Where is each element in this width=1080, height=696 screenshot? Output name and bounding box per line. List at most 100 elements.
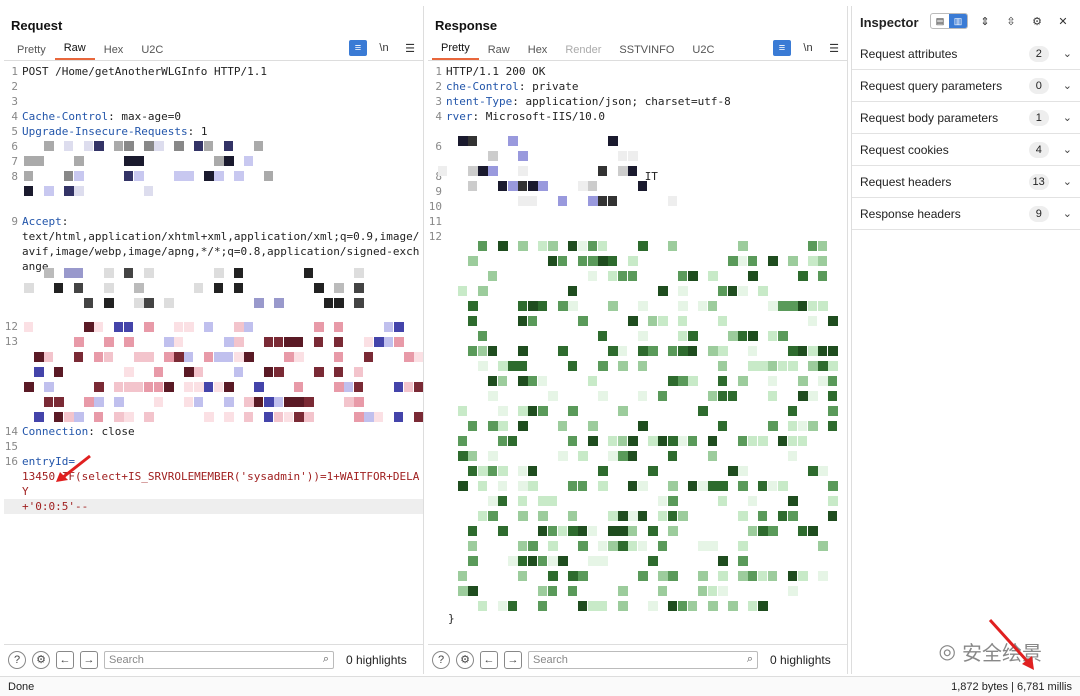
- inspector-row-request-body-parameters[interactable]: Request body parameters 1 ⌄: [852, 102, 1080, 134]
- redaction-pixel: [498, 436, 507, 446]
- request-tab-pretty[interactable]: Pretty: [17, 44, 46, 56]
- redaction-pixel: [748, 331, 758, 341]
- newline-icon[interactable]: \n: [803, 42, 813, 54]
- request-editor[interactable]: 1 POST /Home/getAnotherWLGInfo HTTP/1.1 2 3…: [4, 64, 423, 640]
- redaction-pixel: [64, 268, 74, 278]
- redaction-pixel: [798, 391, 808, 401]
- word-wrap-icon[interactable]: ≡: [773, 40, 791, 56]
- redaction-pixel: [748, 496, 757, 506]
- redaction-pixel: [478, 241, 487, 251]
- redaction-pixel: [578, 241, 587, 251]
- redaction-pixel: [194, 397, 203, 407]
- redaction-pixel: [758, 526, 768, 536]
- response-tab-raw[interactable]: Raw: [487, 44, 510, 56]
- redaction-pixel: [184, 382, 193, 392]
- forward-icon[interactable]: →: [504, 650, 522, 669]
- redaction-pixel: [184, 322, 194, 332]
- redaction-pixel: [334, 298, 344, 308]
- line-content: [22, 79, 423, 94]
- redaction-pixel: [538, 241, 547, 251]
- back-icon[interactable]: ←: [56, 650, 74, 669]
- redaction-pixel: [608, 436, 617, 446]
- redaction-pixel: [828, 481, 838, 491]
- redaction-pixel: [334, 382, 344, 392]
- line-content: [22, 139, 423, 154]
- redaction-pixel: [678, 271, 687, 281]
- request-search-input[interactable]: Search ⌕: [104, 650, 334, 669]
- redaction-pixel: [558, 556, 568, 566]
- redaction-pixel: [588, 376, 597, 386]
- collapse-all-icon[interactable]: ⇳: [1006, 15, 1016, 28]
- redaction-pixel: [528, 196, 537, 206]
- expand-all-icon[interactable]: ⇕: [980, 15, 990, 28]
- request-tab-u2c[interactable]: U2C: [141, 44, 164, 56]
- settings-icon[interactable]: ⚙: [32, 650, 50, 669]
- redaction-pixel: [578, 316, 588, 326]
- redaction-pixel: [468, 421, 477, 431]
- forward-icon[interactable]: →: [80, 650, 98, 669]
- back-icon[interactable]: ←: [480, 650, 498, 669]
- response-line: 2 che-Control: private: [428, 79, 847, 94]
- redaction-pixel: [558, 526, 567, 536]
- redaction-pixel: [164, 337, 174, 347]
- redaction-pixel: [618, 271, 627, 281]
- inspector-row-request-headers[interactable]: Request headers 13 ⌄: [852, 166, 1080, 198]
- request-line: 9 Accept:: [4, 214, 423, 229]
- settings-icon[interactable]: ⚙: [1032, 15, 1042, 28]
- redaction-pixel: [498, 181, 507, 191]
- inspector-row-request-cookies[interactable]: Request cookies 4 ⌄: [852, 134, 1080, 166]
- redaction-pixel: [214, 352, 224, 362]
- response-line: 12: [428, 229, 847, 244]
- redaction-pixel: [224, 337, 234, 347]
- redaction-pixel: [468, 316, 477, 326]
- redaction-pixel: [144, 412, 154, 422]
- redaction-pixel: [708, 586, 717, 596]
- response-tab-u2c[interactable]: U2C: [692, 44, 715, 56]
- redaction-pixel: [718, 361, 727, 371]
- redaction-pixel: [638, 361, 647, 371]
- redaction-pixel: [224, 352, 233, 362]
- inspector-row-request-query-parameters[interactable]: Request query parameters 0 ⌄: [852, 70, 1080, 102]
- redaction-pixel: [828, 406, 838, 416]
- redaction-pixel: [548, 571, 558, 581]
- redaction-pixel: [828, 391, 837, 401]
- line-content: [446, 124, 847, 139]
- redaction-pixel: [658, 391, 667, 401]
- word-wrap-icon[interactable]: ≡: [349, 40, 367, 56]
- redaction-pixel: [354, 283, 364, 293]
- inspector-row-response-headers[interactable]: Response headers 9 ⌄: [852, 198, 1080, 230]
- response-tab-hex[interactable]: Hex: [527, 44, 548, 56]
- request-tab-raw[interactable]: Raw: [54, 40, 95, 60]
- response-tab-sstvinfo[interactable]: SSTVINFO: [619, 44, 675, 56]
- request-tab-hex[interactable]: Hex: [103, 44, 124, 56]
- redaction-pixel: [708, 391, 717, 401]
- menu-icon[interactable]: ☰: [829, 42, 839, 55]
- redaction-pixel: [458, 451, 468, 461]
- redaction-pixel: [254, 397, 263, 407]
- response-tab-render[interactable]: Render: [565, 44, 602, 56]
- redaction-pixel: [698, 571, 708, 581]
- redaction-pixel: [688, 331, 698, 341]
- close-icon[interactable]: ✕: [1058, 15, 1068, 28]
- redaction-pixel: [788, 496, 798, 506]
- redaction-pixel: [748, 571, 757, 581]
- redaction-pixel: [778, 436, 787, 446]
- response-tab-pretty[interactable]: Pretty: [432, 40, 479, 60]
- redaction-pixel: [568, 241, 577, 251]
- response-editor[interactable]: 1 HTTP/1.1 200 OK 2 che-Control: private 3 nt…: [428, 64, 847, 640]
- redaction-pixel: [618, 406, 628, 416]
- inspector-view-toggle[interactable]: ▤ ▥: [930, 13, 968, 29]
- list-view-icon[interactable]: ▤: [935, 15, 945, 26]
- settings-icon[interactable]: ⚙: [456, 650, 474, 669]
- redaction-pixel: [818, 361, 828, 371]
- help-icon[interactable]: ?: [8, 650, 26, 669]
- redaction-pixel: [738, 571, 748, 581]
- inspector-row-request-attributes[interactable]: Request attributes 2 ⌄: [852, 38, 1080, 70]
- help-icon[interactable]: ?: [432, 650, 450, 669]
- menu-icon[interactable]: ☰: [405, 42, 415, 55]
- redaction-pixel: [758, 481, 767, 491]
- response-search-input[interactable]: Search ⌕: [528, 650, 758, 669]
- panel-view-icon[interactable]: ▥: [949, 14, 967, 28]
- newline-icon[interactable]: \n: [379, 42, 389, 54]
- redaction-pixel: [114, 322, 123, 332]
